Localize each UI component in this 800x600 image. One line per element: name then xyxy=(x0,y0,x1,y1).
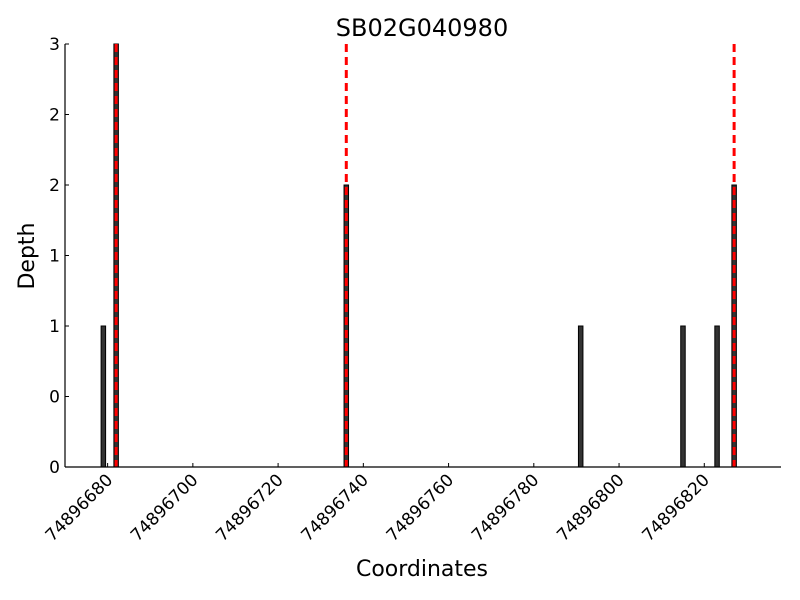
depth-bar xyxy=(680,325,686,468)
y-tick-label: 3 xyxy=(49,35,60,55)
chart-title: SB02G040980 xyxy=(336,14,508,42)
x-axis-label: Coordinates xyxy=(356,557,488,582)
y-tick-label: 0 xyxy=(49,458,60,478)
x-tick-label: 74896760 xyxy=(383,470,458,545)
x-tick-label: 74896800 xyxy=(553,470,628,545)
y-tick-label: 1 xyxy=(49,247,60,267)
y-tick-label: 2 xyxy=(49,176,60,196)
x-tick-label: 74896680 xyxy=(42,470,117,545)
x-tick-label: 74896700 xyxy=(127,470,202,545)
x-tick-label: 74896720 xyxy=(212,470,287,545)
x-tick-label: 74896780 xyxy=(468,470,543,545)
y-tick-label: 2 xyxy=(49,106,60,126)
y-tick-label: 0 xyxy=(49,388,60,408)
depth-bar xyxy=(100,325,107,468)
y-axis-label: Depth xyxy=(15,222,40,289)
depth-bar xyxy=(577,325,584,468)
x-tick-label: 74896740 xyxy=(298,470,373,545)
y-tick-label: 1 xyxy=(49,317,60,337)
x-tick-label: 74896820 xyxy=(638,470,713,545)
depth-bar xyxy=(714,325,720,468)
